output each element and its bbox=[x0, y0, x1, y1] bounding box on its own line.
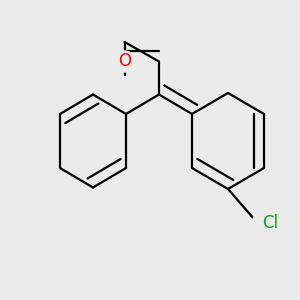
Text: O: O bbox=[118, 52, 131, 70]
Circle shape bbox=[252, 213, 273, 234]
Text: Cl: Cl bbox=[262, 214, 279, 232]
Circle shape bbox=[114, 51, 135, 72]
